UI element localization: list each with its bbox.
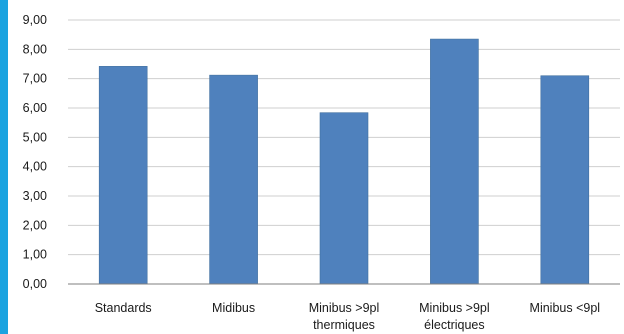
x-category-label: Midibus bbox=[212, 301, 255, 315]
y-tick-label: 4,00 bbox=[23, 160, 47, 174]
bar bbox=[98, 66, 148, 285]
left-accent-bar bbox=[0, 0, 8, 334]
x-category-label: Minibus >9pl électriques bbox=[419, 301, 490, 332]
y-tick-label: 0,00 bbox=[23, 277, 47, 291]
bar bbox=[540, 75, 590, 285]
x-category-label: Minibus <9pl bbox=[530, 301, 601, 315]
y-tick-label: 9,00 bbox=[23, 13, 47, 27]
y-tick-label: 1,00 bbox=[23, 248, 47, 262]
bar bbox=[209, 74, 258, 285]
x-axis-labels: Standards Midibus Minibus >9pl thermiques Mi… bbox=[95, 301, 600, 332]
gridlines bbox=[68, 19, 620, 256]
x-category-label: Standards bbox=[95, 301, 152, 315]
x-category-label: Minibus >9pl thermiques bbox=[309, 301, 380, 332]
bar bbox=[319, 112, 369, 285]
y-tick-label: 5,00 bbox=[23, 130, 47, 144]
y-tick-label: 6,00 bbox=[23, 101, 47, 115]
y-tick-label: 3,00 bbox=[23, 189, 47, 203]
y-tick-label: 2,00 bbox=[23, 218, 47, 232]
bar bbox=[430, 38, 479, 285]
y-tick-label: 7,00 bbox=[23, 72, 47, 86]
bars bbox=[98, 38, 590, 285]
y-axis-ticks: 0,00 1,00 2,00 3,00 4,00 5,00 6,00 7,00 8,00 9,00 bbox=[23, 13, 47, 291]
y-tick-label: 8,00 bbox=[23, 42, 47, 56]
